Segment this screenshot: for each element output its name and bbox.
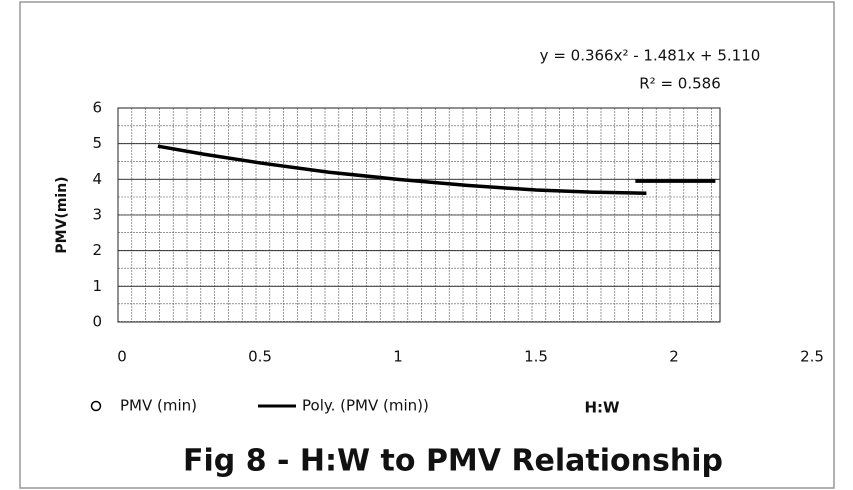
y-tick-label: 5 <box>92 134 102 152</box>
y-tick-label: 4 <box>92 170 102 188</box>
chart-frame <box>19 1 835 489</box>
y-tick-label: 3 <box>92 206 102 224</box>
x-tick-label: 1.5 <box>524 348 548 366</box>
equation: y = 0.366x² - 1.481x + 5.110 <box>540 47 761 65</box>
trend-line <box>157 144 647 195</box>
x-tick-label: 0.5 <box>248 348 272 366</box>
grid <box>117 107 721 323</box>
y-tick-label: 0 <box>92 313 102 331</box>
x-tick-label: 0 <box>117 348 127 366</box>
x-tick-label: 2 <box>669 348 679 366</box>
y-axis-label: PMV(min) <box>54 176 70 253</box>
x-tick-label: 1 <box>393 348 403 366</box>
x-tick-label: 2.5 <box>800 348 824 366</box>
legend-label: PMV (min) <box>120 397 197 415</box>
y-tick-label: 6 <box>92 99 102 117</box>
y-tick-label: 1 <box>92 277 102 295</box>
legend-label: Poly. (PMV (min)) <box>302 397 429 415</box>
x-axis-label: H:W <box>584 399 620 417</box>
legend-marker <box>90 400 102 412</box>
r-squared: R² = 0.586 <box>639 75 720 93</box>
y-tick-label: 2 <box>92 241 102 259</box>
caption: Fig 8 - H:W to PMV Relationship <box>183 444 723 479</box>
